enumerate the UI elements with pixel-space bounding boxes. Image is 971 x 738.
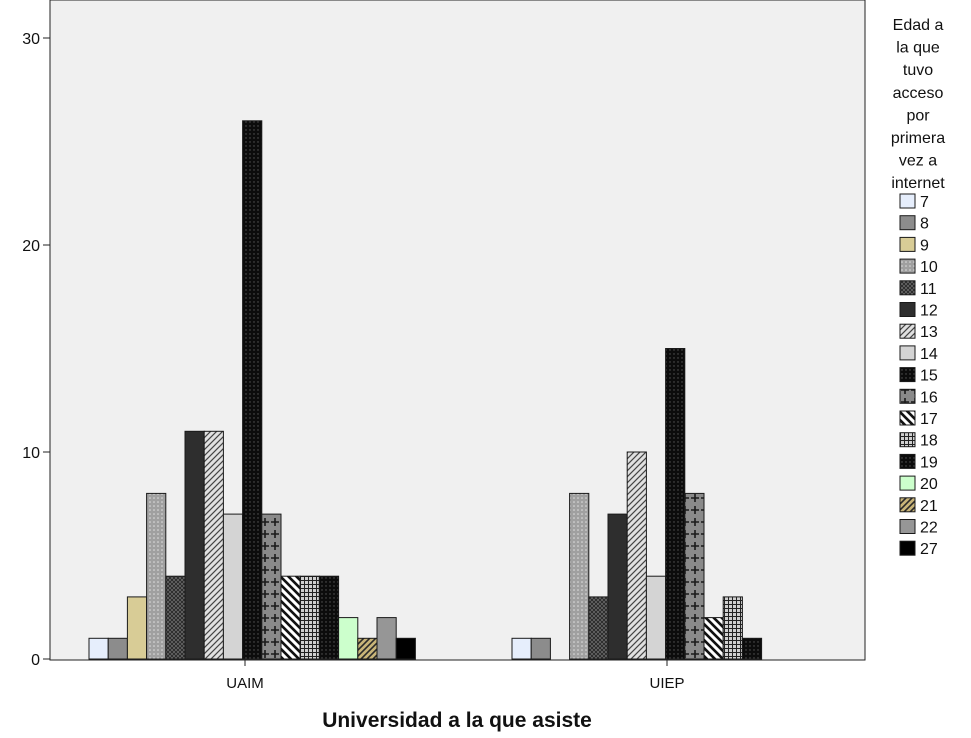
legend-label-17: 17 (920, 411, 938, 428)
legend-label-10: 10 (920, 259, 938, 276)
legend-label-21: 21 (920, 498, 938, 515)
bar-UIEP-17 (703, 617, 724, 660)
legend-swatch-7 (899, 193, 916, 209)
legend-label-15: 15 (920, 368, 938, 385)
bars-group (88, 120, 763, 660)
bar-UAIM-17 (280, 575, 301, 660)
legend-swatch-22 (899, 519, 916, 534)
legend-swatch-9 (899, 236, 916, 252)
bar-UAIM-8 (107, 637, 128, 660)
bar-UAIM-14 (222, 513, 244, 660)
legend-swatch-27 (899, 540, 916, 556)
legend: Edad a la que tuvo acceso por primera vez a int… (891, 17, 945, 558)
bar-UAIM-27 (395, 637, 416, 660)
bar-UIEP-14 (645, 575, 667, 660)
bar-UIEP-8 (530, 637, 551, 660)
legend-label-27: 27 (920, 541, 938, 558)
legend-title-line: por (906, 107, 930, 124)
bar-UIEP-10 (569, 492, 590, 660)
bar-UAIM-10 (146, 492, 167, 660)
legend-title-line: la que (896, 40, 940, 57)
x-tick-label: UAIM (226, 675, 264, 692)
legend-swatch-12 (899, 302, 916, 317)
bar-UAIM-22 (376, 617, 397, 660)
bar-UAIM-20 (338, 617, 359, 660)
y-tick-label: 30 (22, 31, 40, 48)
bar-UIEP-16 (684, 492, 705, 660)
y-tick-label: 0 (31, 652, 40, 669)
legend-label-14: 14 (920, 346, 938, 363)
bar-UIEP-11 (588, 596, 609, 660)
legend-label-16: 16 (920, 389, 938, 406)
legend-swatch-14 (899, 345, 916, 361)
legend-label-13: 13 (920, 324, 938, 341)
plot-area (49, 0, 866, 661)
legend-label-20: 20 (920, 476, 938, 493)
legend-label-19: 19 (920, 454, 938, 471)
bar-UIEP-12 (607, 513, 628, 660)
legend-swatch-18 (899, 432, 916, 448)
legend-title-line: internet (891, 175, 945, 192)
bar-UAIM-13 (203, 430, 224, 660)
legend-label-18: 18 (920, 433, 938, 450)
bar-UAIM-16 (261, 513, 282, 660)
x-tick-label: UIEP (649, 675, 684, 692)
legend-swatch-20 (899, 475, 916, 491)
bar-UIEP-7 (511, 637, 532, 660)
legend-title-line: vez a (899, 153, 937, 170)
legend-label-11: 11 (920, 281, 937, 298)
legend-swatch-19 (899, 453, 916, 469)
legend-label-22: 22 (920, 520, 938, 537)
legend-title-line: Edad a (893, 17, 944, 34)
bar-UAIM-19 (318, 575, 340, 660)
bar-UAIM-18 (299, 575, 320, 660)
y-tick-label: 10 (22, 445, 40, 462)
bar-UIEP-18 (722, 596, 743, 660)
legend-label-7: 7 (920, 194, 929, 211)
legend-label-12: 12 (920, 303, 938, 320)
legend-label-9: 9 (920, 237, 929, 254)
legend-swatch-21 (899, 497, 916, 513)
legend-title-line: primera (891, 130, 945, 147)
legend-swatch-13 (899, 323, 916, 339)
bar-UIEP-13 (626, 451, 647, 660)
bar-UAIM-21 (357, 637, 378, 660)
bar-UIEP-15 (665, 348, 686, 660)
legend-swatch-10 (899, 258, 916, 274)
bar-UAIM-15 (242, 120, 263, 660)
legend-swatch-17 (899, 410, 916, 426)
x-axis-title: Universidad a la que asiste (322, 709, 592, 732)
legend-swatch-15 (899, 367, 916, 383)
legend-title-line: tuvo (903, 62, 933, 79)
bar-UIEP-19 (741, 637, 763, 660)
y-axis: 0 10 20 30 (22, 31, 50, 669)
y-tick-label: 20 (22, 238, 40, 255)
legend-swatch-8 (899, 215, 916, 231)
x-axis: UAIM UIEP (226, 660, 685, 692)
bar-UAIM-7 (88, 637, 109, 660)
legend-swatch-16 (899, 388, 916, 404)
legend-title-line: acceso (893, 85, 944, 102)
legend-swatch-11 (899, 280, 916, 296)
legend-label-8: 8 (920, 216, 929, 233)
bar-UAIM-12 (184, 430, 205, 660)
bar-UAIM-11 (165, 575, 186, 660)
bar-UAIM-9 (126, 596, 148, 660)
